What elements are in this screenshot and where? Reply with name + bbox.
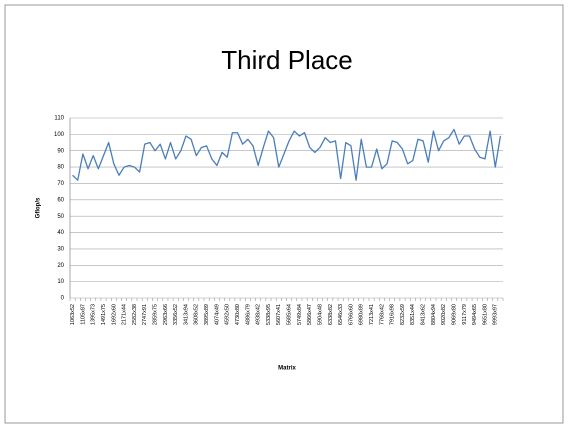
y-tick-label: 110 bbox=[54, 116, 64, 122]
x-tick-label: 9117x79 bbox=[462, 304, 468, 325]
x-tick-label: 2747x91 bbox=[142, 304, 148, 325]
x-tick-label: 1692x60 bbox=[111, 304, 117, 325]
y-tick-label: 10 bbox=[57, 279, 64, 285]
y-tick-label: 30 bbox=[57, 246, 64, 252]
x-tick-label: 2963x66 bbox=[163, 304, 169, 325]
x-tick-label: 2859x75 bbox=[153, 304, 159, 325]
x-tick-label: 7768x42 bbox=[379, 304, 385, 325]
x-tick-label: 1063x52 bbox=[70, 304, 76, 325]
x-tick-label: 1105x87 bbox=[80, 304, 86, 325]
x-tick-label: 6546x33 bbox=[338, 304, 344, 325]
x-tick-label: 7916x98 bbox=[390, 304, 396, 325]
data-line bbox=[72, 128, 502, 181]
x-tick-label: 9069x80 bbox=[451, 304, 457, 325]
x-tick-label: 3608x52 bbox=[194, 304, 200, 325]
x-tick-label: 4938x42 bbox=[256, 304, 262, 325]
y-axis-label: Gflop/s bbox=[36, 197, 42, 218]
y-tick-label: 20 bbox=[57, 263, 64, 269]
x-tick-label: 5749x84 bbox=[297, 304, 303, 325]
x-tick-label: 6980x89 bbox=[359, 304, 365, 325]
x-tick-label: 5685x64 bbox=[287, 304, 293, 325]
x-tick-label: 1395x73 bbox=[91, 304, 97, 325]
chart-title: Third Place bbox=[221, 45, 353, 75]
x-tick-label: 4074x49 bbox=[214, 304, 220, 325]
x-tick-label: 3413x94 bbox=[183, 304, 189, 325]
x-tick-label: 5338x95 bbox=[266, 304, 272, 325]
x-tick-label: 5866x47 bbox=[307, 304, 313, 325]
x-tick-label: 9651x80 bbox=[482, 304, 488, 325]
y-tick-label: 100 bbox=[54, 132, 65, 138]
x-tick-label: 3356x52 bbox=[173, 304, 179, 325]
y-tick-label: 80 bbox=[57, 165, 64, 171]
x-tick-label: 6338x82 bbox=[328, 304, 334, 325]
x-tick-label: 7213x41 bbox=[369, 304, 375, 325]
x-tick-label: 8804x94 bbox=[431, 304, 437, 325]
x-tick-label: 4730x80 bbox=[235, 304, 241, 325]
x-tick-label: 1491x75 bbox=[101, 304, 107, 325]
y-tick-label: 40 bbox=[57, 230, 64, 236]
x-tick-label: 6766x60 bbox=[348, 304, 354, 325]
x-axis-label: Matrix bbox=[278, 366, 296, 372]
x-tick-label: 4886x79 bbox=[245, 304, 251, 325]
y-tick-label: 0 bbox=[61, 296, 65, 302]
x-tick-label: 2171x44 bbox=[122, 304, 128, 325]
y-tick-label: 90 bbox=[57, 148, 64, 154]
x-tick-label: 9020x82 bbox=[441, 304, 447, 325]
slide-frame bbox=[4, 4, 564, 424]
x-tick-label: 2582x38 bbox=[132, 304, 138, 325]
x-tick-label: 4592x50 bbox=[225, 304, 231, 325]
y-tick-label: 60 bbox=[57, 197, 64, 203]
x-tick-label: 5607x41 bbox=[276, 304, 282, 325]
x-tick-label: 8351x44 bbox=[410, 304, 416, 325]
x-tick-label: 8413x62 bbox=[421, 304, 427, 325]
x-tick-label: 9993x97 bbox=[493, 304, 499, 325]
x-tick-label: 9494x65 bbox=[472, 304, 478, 325]
x-tick-label: 5904x48 bbox=[317, 304, 323, 325]
x-tick-label: 3895x89 bbox=[204, 304, 210, 325]
x-tick-label: 8232x59 bbox=[400, 304, 406, 325]
y-tick-label: 50 bbox=[57, 214, 64, 220]
y-tick-label: 70 bbox=[57, 181, 64, 187]
